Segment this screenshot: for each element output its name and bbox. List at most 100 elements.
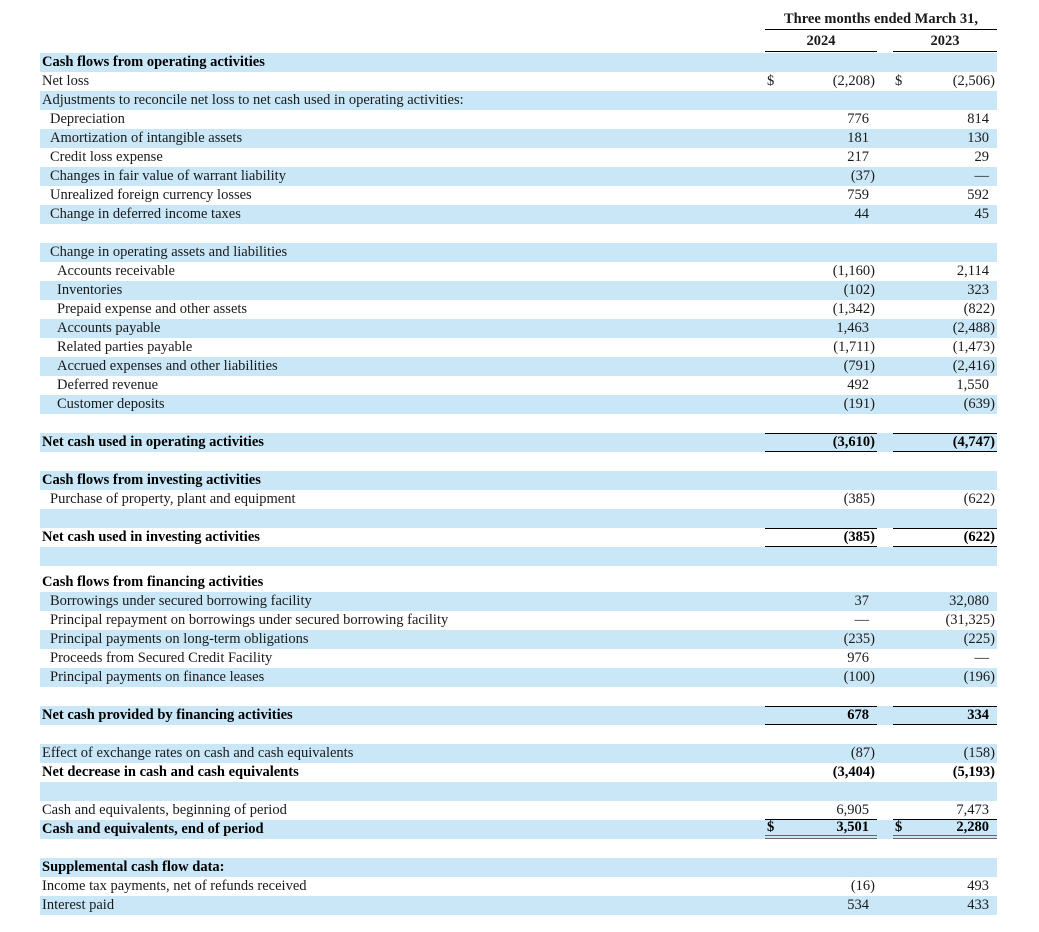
column-gap [877, 262, 893, 281]
value-2024: (16) [850, 878, 875, 894]
column-gap [877, 281, 893, 300]
row-unrealized-foreign-currency-losses: Unrealized foreign currency losses 759 592 [40, 186, 997, 205]
row-label: Customer deposits [57, 396, 165, 412]
column-gap [877, 167, 893, 186]
row-principal-repayment-on-borrowings-under-secured-borrowing-facility: Principal repayment on borrowings under … [40, 611, 997, 630]
row-label [40, 566, 997, 573]
value-cell-2023: (622) [893, 490, 997, 509]
row-proceeds-from-secured-credit-facility: Proceeds from Secured Credit Facility 976… [40, 649, 997, 668]
row-label: Principal repayment on borrowings under … [50, 612, 449, 628]
row-label: Unrealized foreign currency losses [50, 187, 252, 203]
row-label: Change in deferred income taxes [50, 206, 241, 222]
value-2023: — [974, 650, 990, 666]
row-label [40, 839, 997, 858]
value-2024: 6,905 [836, 801, 869, 818]
row-label: Prepaid expense and other assets [57, 301, 248, 317]
value-cell-2024: (3,404) [765, 763, 877, 782]
value-2024: (102) [843, 282, 875, 298]
value-2024: 492 [847, 377, 869, 393]
value-cell-2024: 678 [765, 706, 877, 725]
row-label: Accrued expenses and other liabilities [57, 358, 278, 374]
value-2023: 334 [967, 707, 989, 723]
row-depreciation: Depreciation 776 814 [40, 110, 997, 129]
column-gap [877, 110, 893, 129]
value-cell-2023: (4,747) [893, 433, 997, 452]
spacer-row [40, 414, 997, 433]
row-label: Proceeds from Secured Credit Facility [50, 650, 273, 666]
value-cell-2024: (3,610) [765, 433, 877, 452]
value-cell-2024: 6,905 [765, 801, 877, 820]
value-cell-2023: 493 [893, 877, 997, 896]
column-gap [877, 490, 893, 509]
row-label: Changes in fair value of warrant liabili… [50, 168, 286, 184]
currency-symbol: $ [895, 73, 903, 89]
value-2024: 976 [847, 650, 869, 666]
value-2024: (37) [850, 168, 875, 184]
value-cell-2023: (5,193) [893, 763, 997, 782]
value-2023: (5,193) [952, 764, 995, 780]
row-interest-paid: Interest paid 534 433 [40, 896, 997, 915]
value-cell-2023: (158) [893, 744, 997, 763]
value-cell-2023: (2,416) [893, 357, 997, 376]
column-gap [877, 528, 893, 547]
value-cell-2023: 32,080 [893, 592, 997, 611]
column-gap [877, 611, 893, 630]
value-cell-2024: (791) [765, 357, 877, 376]
value-cell-2024: 976 [765, 649, 877, 668]
row-cash-and-equivalents-end-of-period: Cash and equivalents, end of period $3,50… [40, 819, 997, 839]
spacer-row [40, 839, 997, 858]
value-2024: (385) [843, 491, 875, 507]
row-label [40, 547, 997, 566]
row-income-tax-payments-net-of-refunds-received: Income tax payments, net of refunds rece… [40, 877, 997, 896]
value-cell-2024: $ (2,208) [765, 72, 877, 91]
row-label: Interest paid [42, 897, 115, 913]
value-2023: 1,550 [956, 377, 989, 393]
row-net-cash-provided-by-financing-activities: Net cash provided by financing activitie… [40, 706, 997, 725]
value-2024: 217 [847, 149, 869, 165]
value-2024: (1,160) [832, 263, 875, 279]
value-2024: 1,463 [836, 320, 869, 336]
spacer-row [40, 224, 997, 243]
value-2024: (1,342) [832, 301, 875, 317]
value-cell-2024: 534 [765, 896, 877, 915]
value-2023: 323 [967, 282, 989, 298]
value-cell-2023: 2,114 [893, 262, 997, 281]
row-label: Cash flows from investing activities [42, 472, 261, 488]
column-gap [877, 395, 893, 414]
spacer-row [40, 452, 997, 471]
row-principal-payments-on-long-term-obligations: Principal payments on long-term obligati… [40, 630, 997, 649]
value-cell-2023: — [893, 649, 997, 668]
value-2023: (196) [963, 669, 995, 685]
value-2023: 130 [967, 130, 989, 146]
row-purchase-of-property-plant-and-equipment: Purchase of property, plant and equipmen… [40, 490, 997, 509]
row-label: Adjustments to reconcile net loss to net… [42, 92, 464, 108]
value-2023: 7,473 [956, 801, 989, 818]
value-2023: 814 [967, 111, 989, 127]
row-label: Income tax payments, net of refunds rece… [42, 878, 307, 894]
row-amortization-of-intangible-assets: Amortization of intangible assets 181 130 [40, 129, 997, 148]
value-2024: (3,404) [832, 764, 875, 780]
value-2024: (3,610) [832, 434, 875, 450]
period-header: Three months ended March 31, [765, 10, 997, 30]
value-cell-2023: (31,325) [893, 611, 997, 630]
row-label: Related parties payable [57, 339, 193, 355]
currency-symbol: $ [895, 819, 903, 835]
row-cash-flows-from-financing-activities: Cash flows from financing activities [40, 573, 997, 592]
value-2023: (4,747) [952, 434, 995, 450]
value-2024: (87) [850, 745, 875, 761]
value-2024: (191) [843, 396, 875, 412]
row-label: Supplemental cash flow data: [42, 859, 225, 875]
row-label: Amortization of intangible assets [50, 130, 243, 146]
value-cell-2023: $2,280 [893, 819, 997, 839]
value-cell-2024: (102) [765, 281, 877, 300]
value-2024: 759 [847, 187, 869, 203]
value-2024: (2,208) [832, 73, 875, 89]
value-cell-2024: (385) [765, 528, 877, 547]
row-label: Purchase of property, plant and equipmen… [50, 491, 296, 507]
currency-symbol: $ [767, 819, 775, 835]
column-gap [877, 896, 893, 915]
row-deferred-revenue: Deferred revenue 492 1,550 [40, 376, 997, 395]
value-cell-2023: (822) [893, 300, 997, 319]
row-borrowings-under-secured-borrowing-facility: Borrowings under secured borrowing facil… [40, 592, 997, 611]
value-cell-2023: — [893, 167, 997, 186]
